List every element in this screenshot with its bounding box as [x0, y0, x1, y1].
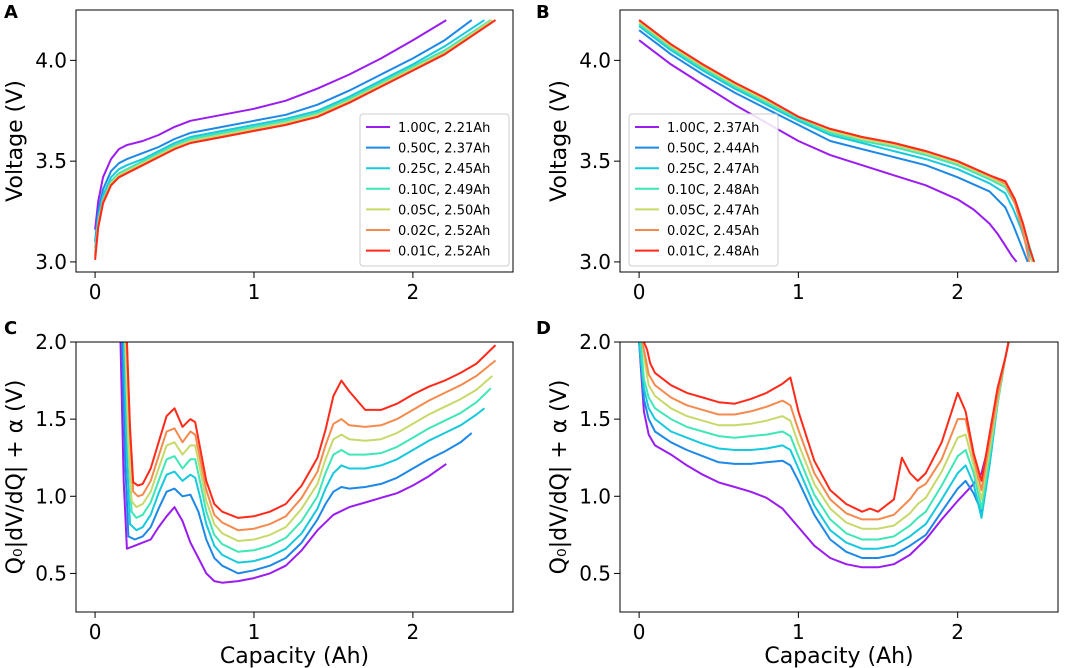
x-tick-label: 0: [89, 280, 102, 304]
plot-frame: [619, 9, 1059, 273]
series-line-0-10c: [639, 342, 1010, 541]
legend-box: [359, 113, 510, 267]
series-line-0-10c: [124, 342, 492, 553]
series-line-0-50c: [121, 342, 473, 575]
y-tick-label: 0.5: [35, 561, 67, 585]
x-tick-label: 0: [633, 280, 646, 304]
legend-entry: 0.25C, 2.45Ah: [398, 162, 490, 177]
chart-panel-c: 0 1 2 0.5 1.0 1.5 2.0 C Q₀|dV/dQ| + α (V) Capacit…: [3, 318, 514, 668]
legend-entry: 1.00C, 2.21Ah: [398, 121, 490, 136]
plot-frame: [619, 341, 1059, 613]
y-axis-label: Voltage (V): [547, 80, 572, 202]
chart-panel-d: 0 1 2 0.5 1.0 1.5 2.0 D Q₀|dV/dQ| + α (V) Capacit…: [536, 318, 1059, 668]
series-line-1-00c: [638, 39, 1018, 263]
series-line-0-25c: [638, 342, 1010, 550]
legend-entry: 0.50C, 2.37Ah: [398, 142, 490, 157]
y-tick-label: 3.0: [579, 250, 611, 274]
x-tick-label: 2: [951, 620, 964, 644]
y-tick-label: 4.0: [579, 48, 611, 72]
series-line-0-25c: [94, 19, 485, 248]
series-line-1-00c: [94, 19, 447, 230]
y-axis-label: Q₀|dV/dQ| + α (V): [547, 380, 572, 575]
series-line-0-01c: [94, 19, 497, 260]
series-line-0-05c: [94, 19, 493, 255]
legend-entry: 0.02C, 2.45Ah: [667, 224, 759, 239]
legend-entry: 0.50C, 2.44Ah: [667, 142, 759, 157]
series-line-0-25c: [122, 342, 486, 564]
series-line-1-00c: [119, 342, 447, 584]
y-tick-label: 3.0: [35, 250, 67, 274]
series-line-0-05c: [124, 342, 493, 542]
legend-entry: 0.01C, 2.52Ah: [398, 245, 490, 260]
legend-entry: 0.10C, 2.49Ah: [398, 183, 490, 198]
y-tick-label: 4.0: [35, 48, 67, 72]
legend-entry: 0.10C, 2.48Ah: [667, 183, 759, 198]
series-line-0-25c: [638, 25, 1034, 263]
x-tick-label: 0: [633, 620, 646, 644]
x-tick-label: 1: [248, 620, 261, 644]
y-axis-label: Voltage (V): [3, 80, 28, 202]
legend-entry: 0.05C, 2.50Ah: [398, 203, 490, 218]
series-line-0-02c: [125, 342, 497, 532]
y-axis-label: Q₀|dV/dQ| + α (V): [3, 380, 28, 575]
legend-entry: 0.01C, 2.48Ah: [667, 245, 759, 260]
y-tick-label: 1.5: [35, 407, 67, 431]
chart-panel-a: 0 1 2 3.0 3.5 4.0 A Voltage (V) 1.00C, 2.21Ah 0.5…: [3, 2, 514, 304]
y-tick-label: 2.0: [579, 330, 611, 354]
y-tick-label: 3.5: [579, 149, 611, 173]
series-line-0-50c: [638, 29, 1029, 263]
series-group: [94, 19, 497, 260]
x-tick-label: 1: [792, 620, 805, 644]
plot-frame: [75, 341, 514, 613]
x-axis-label: Capacity (Ah): [220, 644, 369, 668]
series-line-0-50c: [638, 342, 1010, 559]
legend-entry: 0.05C, 2.47Ah: [667, 203, 759, 218]
chart-panel-b: 0 1 2 3.0 3.5 4.0 B Voltage (V) 1.00C, 2.37Ah 0.5…: [536, 2, 1059, 304]
x-tick-label: 1: [792, 280, 805, 304]
x-tick-label: 2: [407, 280, 420, 304]
legend-entry: 1.00C, 2.37Ah: [667, 121, 759, 136]
x-axis-label: Capacity (Ah): [764, 644, 913, 668]
legend-entry: 0.02C, 2.52Ah: [398, 224, 490, 239]
series-line-0-50c: [94, 19, 473, 242]
y-tick-label: 1.5: [579, 407, 611, 431]
series-line-0-01c: [642, 342, 1010, 513]
x-tick-label: 2: [407, 620, 420, 644]
series-line-0-01c: [125, 342, 497, 519]
legend: 1.00C, 2.21Ah 0.50C, 2.37Ah 0.25C, 2.45Ah 0…: [359, 113, 510, 267]
x-tick-label: 1: [248, 280, 261, 304]
series-group: [638, 19, 1036, 263]
series-line-1-00c: [638, 342, 1010, 569]
y-tick-label: 1.0: [579, 484, 611, 508]
panel-label: A: [4, 2, 18, 23]
legend-box: [628, 113, 779, 267]
legend-entry: 0.25C, 2.47Ah: [667, 162, 759, 177]
series-group: [638, 342, 1010, 569]
series-line-0-05c: [641, 342, 1010, 530]
y-tick-label: 3.5: [35, 149, 67, 173]
series-line-0-01c: [638, 19, 1036, 263]
x-tick-label: 0: [89, 620, 102, 644]
y-tick-label: 2.0: [35, 330, 67, 354]
series-line-0-10c: [94, 19, 492, 252]
plot-frame: [75, 9, 514, 273]
x-tick-label: 2: [951, 280, 964, 304]
panel-label: C: [4, 318, 17, 339]
panel-label: D: [536, 318, 551, 339]
legend: 1.00C, 2.37Ah 0.50C, 2.44Ah 0.25C, 2.47Ah 0…: [628, 113, 779, 267]
y-tick-label: 1.0: [35, 484, 67, 508]
panel-label: B: [536, 2, 550, 23]
y-tick-label: 0.5: [579, 561, 611, 585]
series-group: [119, 342, 497, 584]
